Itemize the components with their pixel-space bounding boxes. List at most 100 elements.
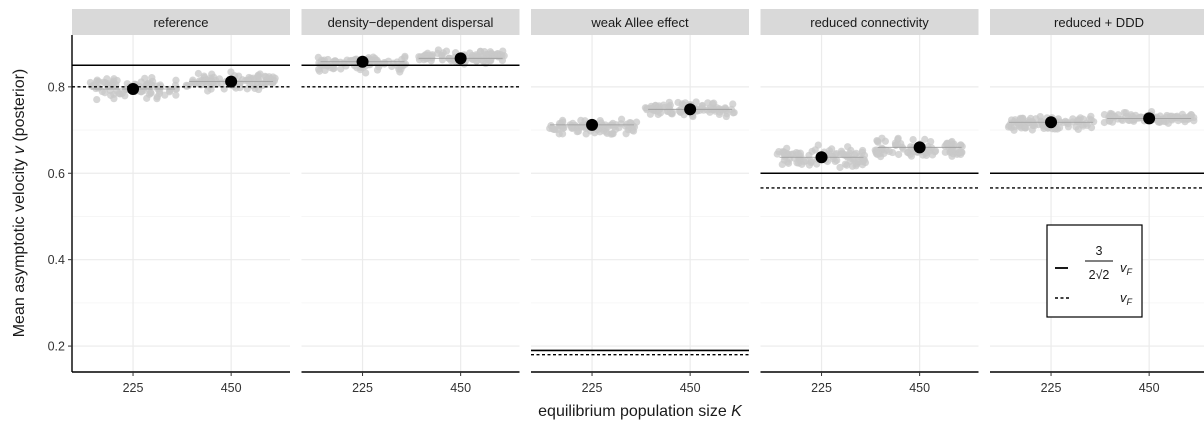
mean-point: [225, 75, 238, 88]
sample-point: [1129, 116, 1137, 124]
mean-point: [356, 55, 369, 68]
facet-panel: reduced connectivity 225 450: [760, 9, 979, 395]
facet-panel: weak Allee effect 225 450: [531, 9, 749, 395]
sample-point: [1179, 113, 1188, 122]
x-axis-title: equilibrium population size K: [538, 403, 743, 420]
sample-point: [1163, 113, 1171, 121]
facet-title: weak Allee effect: [590, 15, 689, 30]
sample-point: [665, 103, 673, 111]
sample-point: [666, 108, 674, 117]
sample-point: [337, 65, 345, 73]
sample-point: [113, 76, 121, 85]
x-tick-label: 225: [811, 381, 832, 395]
sample-point: [1106, 111, 1115, 119]
mean-point: [684, 103, 697, 116]
sample-point: [1005, 122, 1013, 130]
sample-point: [204, 87, 212, 95]
sample-point: [330, 64, 338, 72]
sample-point: [315, 67, 324, 75]
sample-point: [719, 106, 727, 114]
facet-title: reduced + DDD: [1054, 15, 1144, 30]
sample-point: [596, 128, 604, 136]
sample-point: [784, 159, 793, 167]
sample-point: [557, 120, 565, 128]
sample-point: [1030, 122, 1039, 130]
sample-point: [1174, 116, 1182, 125]
facet-strip: [760, 9, 979, 35]
sample-point: [873, 150, 882, 159]
sample-point: [654, 110, 662, 119]
x-tick-label: 450: [221, 381, 242, 395]
sample-point: [873, 136, 881, 145]
sample-point: [244, 76, 252, 84]
sample-point: [267, 79, 275, 87]
sample-point: [141, 74, 149, 82]
sample-point: [346, 57, 354, 65]
sample-point: [722, 112, 730, 121]
facet-strip: [990, 9, 1204, 35]
sample-point: [1190, 117, 1198, 125]
sample-point: [921, 135, 929, 144]
sample-point: [879, 145, 887, 153]
sample-point: [569, 119, 577, 127]
sample-point: [610, 123, 618, 131]
sample-point: [848, 162, 857, 170]
sample-point: [261, 72, 269, 80]
sample-point: [893, 140, 902, 148]
sample-point: [143, 94, 151, 102]
sample-point: [356, 66, 364, 74]
sample-point: [172, 76, 180, 84]
mean-point: [127, 83, 140, 96]
sample-point: [153, 95, 161, 103]
sample-point: [808, 147, 816, 156]
sample-point: [955, 148, 964, 156]
legend-frac-denominator: 2√2: [1089, 268, 1110, 282]
y-tick-label: 0.8: [48, 80, 65, 94]
sample-point: [1039, 122, 1048, 130]
sample-point: [321, 66, 329, 74]
sample-point: [881, 137, 889, 145]
sample-point: [93, 76, 101, 84]
sample-point: [254, 72, 262, 80]
sample-point: [1136, 114, 1144, 122]
sample-point: [104, 80, 112, 88]
x-tick-label: 450: [680, 381, 701, 395]
sample-point: [704, 99, 712, 107]
facet-panel: reduced + DDD 225 450: [990, 9, 1204, 395]
sample-point: [860, 156, 869, 164]
y-axis-title: Mean asymptotic velocity v (posterior): [11, 69, 28, 338]
sample-point: [550, 125, 558, 134]
sample-point: [596, 116, 604, 125]
sample-point: [846, 149, 854, 157]
sample-point: [627, 123, 635, 131]
mean-point: [586, 118, 599, 131]
mean-point: [1143, 112, 1156, 125]
sample-point: [609, 130, 617, 138]
sample-point: [374, 60, 382, 68]
y-tick-label: 0.2: [48, 340, 65, 354]
mean-point: [815, 151, 828, 164]
x-tick-label: 450: [450, 381, 471, 395]
sample-point: [314, 53, 322, 62]
sample-point: [1156, 112, 1164, 120]
sample-point: [794, 149, 802, 157]
x-tick-label: 225: [582, 381, 603, 395]
facet-panel: density−dependent dispersal 225 450: [301, 9, 520, 395]
sample-point: [184, 82, 193, 90]
sample-point: [837, 147, 846, 155]
sample-point: [253, 78, 261, 86]
sample-point: [110, 95, 118, 103]
sample-point: [146, 88, 155, 97]
sample-point: [442, 47, 451, 55]
x-tick-label: 225: [123, 381, 144, 395]
sample-point: [617, 115, 626, 123]
x-tick-label: 450: [1139, 381, 1160, 395]
x-tick-label: 225: [352, 381, 373, 395]
sample-point: [421, 51, 430, 59]
sample-point: [384, 57, 393, 65]
sample-point: [438, 56, 447, 64]
sample-point: [577, 122, 586, 130]
sample-point: [854, 157, 862, 165]
sample-point: [190, 79, 198, 87]
